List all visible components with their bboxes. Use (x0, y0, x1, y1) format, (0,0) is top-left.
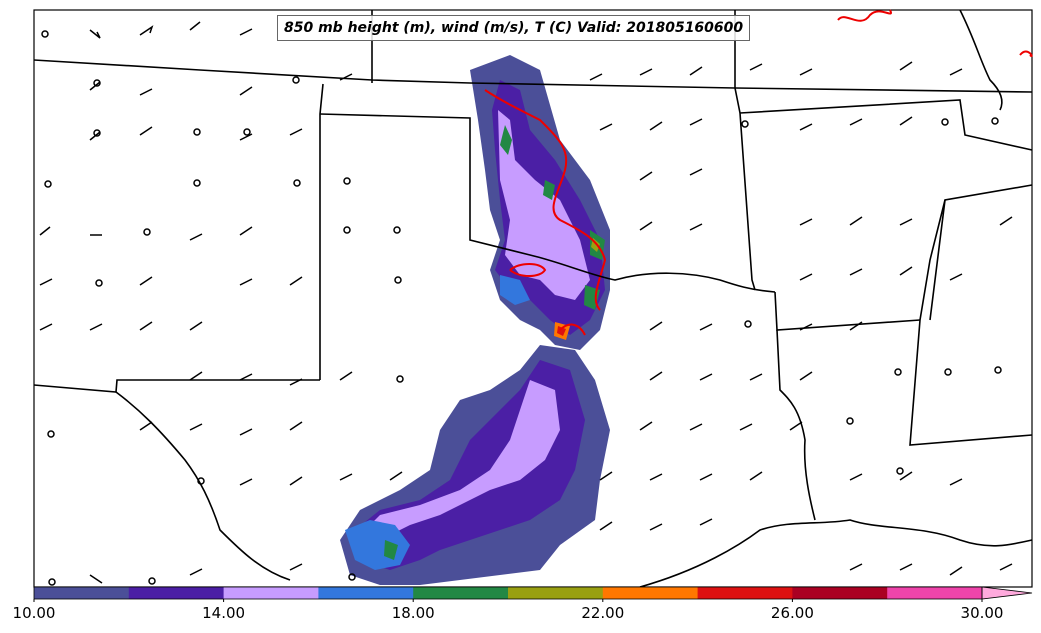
colorbar-tick-label: 22.00 (581, 604, 625, 622)
colorbar-segment (34, 587, 130, 599)
colorbar (33, 586, 1033, 602)
calm-wind-markers (41, 30, 1002, 586)
map-title: 850 mb height (m), wind (m/s), T (C) Val… (277, 15, 751, 41)
temperature-contours (484, 9, 1033, 336)
colorbar-outline (33, 586, 983, 600)
colorbar-segment (128, 587, 225, 599)
colorbar-tick-label: 30.00 (960, 604, 1004, 622)
colorbar-segment (508, 587, 604, 599)
colorbar-segment (318, 587, 414, 599)
colorbar-segment (792, 587, 888, 599)
colorbar-tick-label: 14.00 (202, 604, 246, 622)
colorbar-segment (602, 587, 699, 599)
state-borders (33, 9, 1033, 588)
wind-barbs (39, 21, 1013, 584)
colorbar-segment (697, 587, 793, 599)
colorbar-extend-arrow (981, 586, 1033, 600)
colorbar-tick-label: 18.00 (391, 604, 435, 622)
colorbar-tick-label: 26.00 (770, 604, 814, 622)
colorbar-segment (887, 587, 983, 599)
colorbar-segment (413, 587, 509, 599)
colorbar-segment (223, 587, 319, 599)
colorbar-tick-label: 10.00 (12, 604, 56, 622)
